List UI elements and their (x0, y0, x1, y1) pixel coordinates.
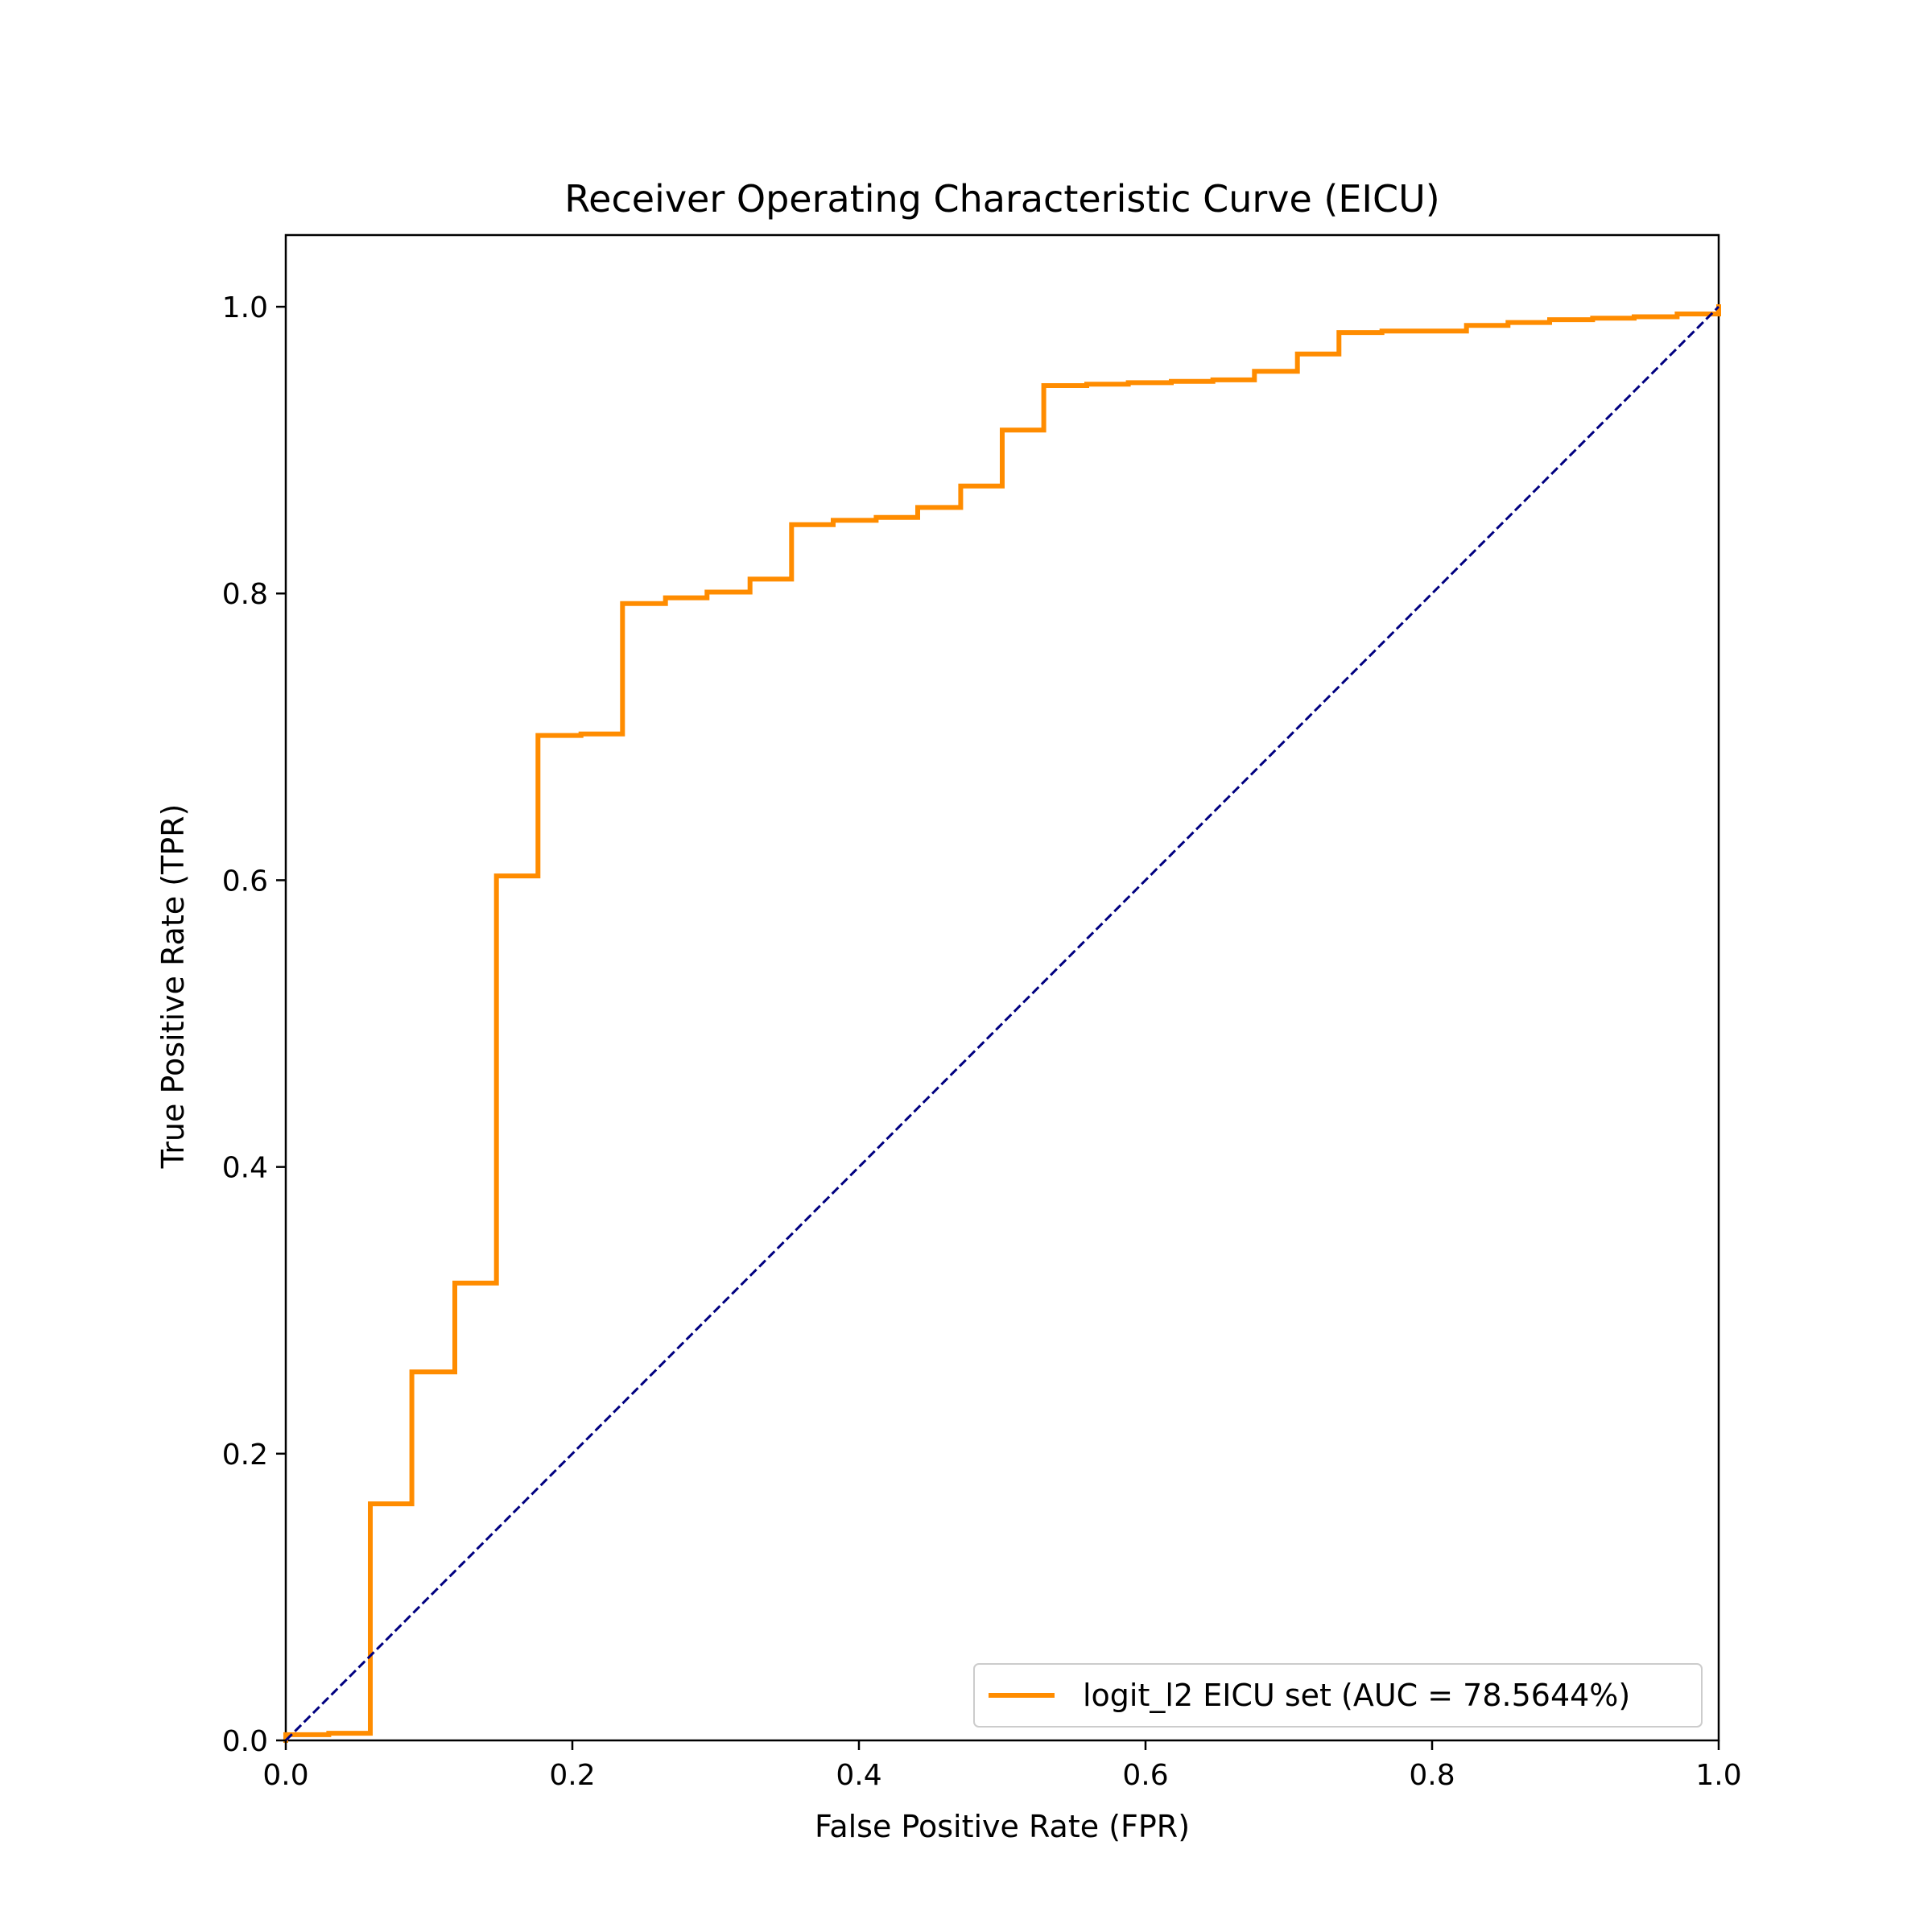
plot-frame (284, 233, 1720, 1742)
x-tick-label: 0.8 (1409, 1759, 1455, 1792)
y-tick-label: 1.0 (222, 291, 268, 324)
y-tick-label: 0.4 (222, 1152, 268, 1185)
x-tick-label: 1.0 (1695, 1759, 1741, 1792)
y-tick-label: 0.8 (222, 578, 268, 611)
x-tick-label: 0.4 (836, 1759, 881, 1792)
y-axis-label: True Positive Rate (TPR) (155, 804, 191, 1170)
legend: logit_l2 EICU set (AUC = 78.5644%) (973, 1663, 1703, 1728)
series-layer (283, 304, 1721, 1743)
chart-title: Receiver Operating Characteristic Curve … (564, 177, 1439, 221)
x-tick-label: 0.0 (262, 1759, 308, 1792)
chance-diagonal-line (284, 305, 1720, 1742)
legend-box (973, 1663, 1703, 1728)
ticks-layer: 0.0 0.2 0.4 0.6 0.8 1.0 0.0 0.2 0.4 0.6 0.8 1.0 (222, 291, 1742, 1792)
x-tick-label: 0.2 (549, 1759, 595, 1792)
y-tick-label: 0.6 (222, 865, 268, 898)
y-tick-label: 0.2 (222, 1439, 268, 1472)
legend-entry-label: logit_l2 EICU set (AUC = 78.5644%) (1083, 1678, 1630, 1713)
x-axis-label: False Positive Rate (FPR) (815, 1809, 1190, 1844)
y-tick-label: 0.0 (222, 1725, 268, 1758)
roc-curve-line (283, 304, 1721, 1743)
x-tick-label: 0.6 (1122, 1759, 1168, 1792)
